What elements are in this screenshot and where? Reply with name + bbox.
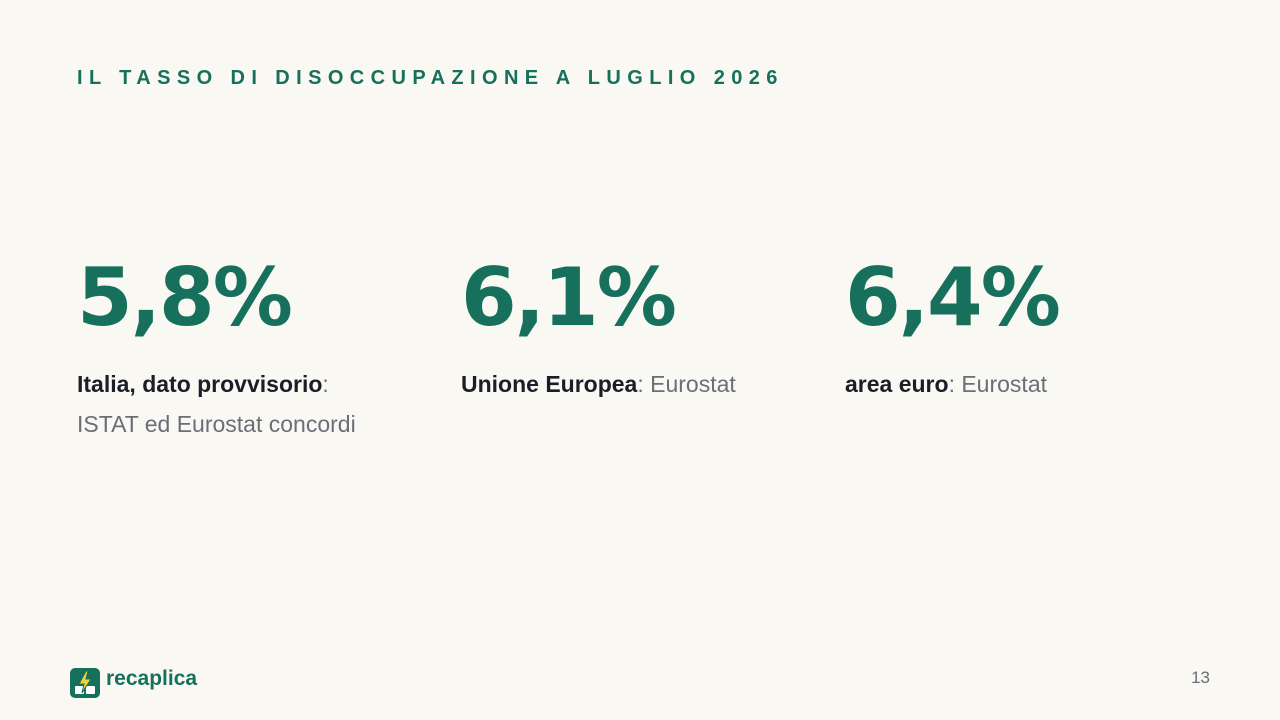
stat-unione-europea: 6,1% Unione Europea: Eurostat xyxy=(461,250,821,404)
stat-value: 6,4% xyxy=(845,251,1061,344)
stat-value: 6,1% xyxy=(461,251,677,344)
brand-name: recaplica xyxy=(106,667,198,690)
page-number: 13 xyxy=(1191,668,1210,687)
brand-logo: recaplica xyxy=(70,667,198,698)
stat-caption: Italia, dato provvisorio: ISTAT ed Eurost… xyxy=(77,364,437,444)
stat-caption: area euro: Eurostat xyxy=(845,364,1205,404)
lightning-book-icon xyxy=(70,668,100,698)
stat-note: ISTAT ed Eurostat concordi xyxy=(77,411,356,437)
stat-separator: : xyxy=(948,371,962,397)
stat-label: area euro xyxy=(845,371,949,397)
stat-value: 5,8% xyxy=(77,251,293,344)
stat-caption: Unione Europea: Eurostat xyxy=(461,364,821,404)
stat-note: Eurostat xyxy=(650,371,736,397)
stat-area-euro: 6,4% area euro: Eurostat xyxy=(845,250,1205,404)
stat-italia: 5,8% Italia, dato provvisorio: ISTAT ed E… xyxy=(77,250,437,444)
stat-separator: : xyxy=(322,371,329,397)
slide-title: IL TASSO DI DISOCCUPAZIONE A LUGLIO 2026 xyxy=(77,67,784,89)
stat-label: Italia, dato provvisorio xyxy=(77,371,323,397)
stat-label: Unione Europea xyxy=(461,371,638,397)
stat-separator: : xyxy=(637,371,651,397)
stat-note: Eurostat xyxy=(961,371,1047,397)
